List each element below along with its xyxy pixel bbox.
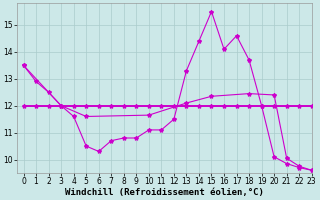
- X-axis label: Windchill (Refroidissement éolien,°C): Windchill (Refroidissement éolien,°C): [65, 188, 264, 197]
